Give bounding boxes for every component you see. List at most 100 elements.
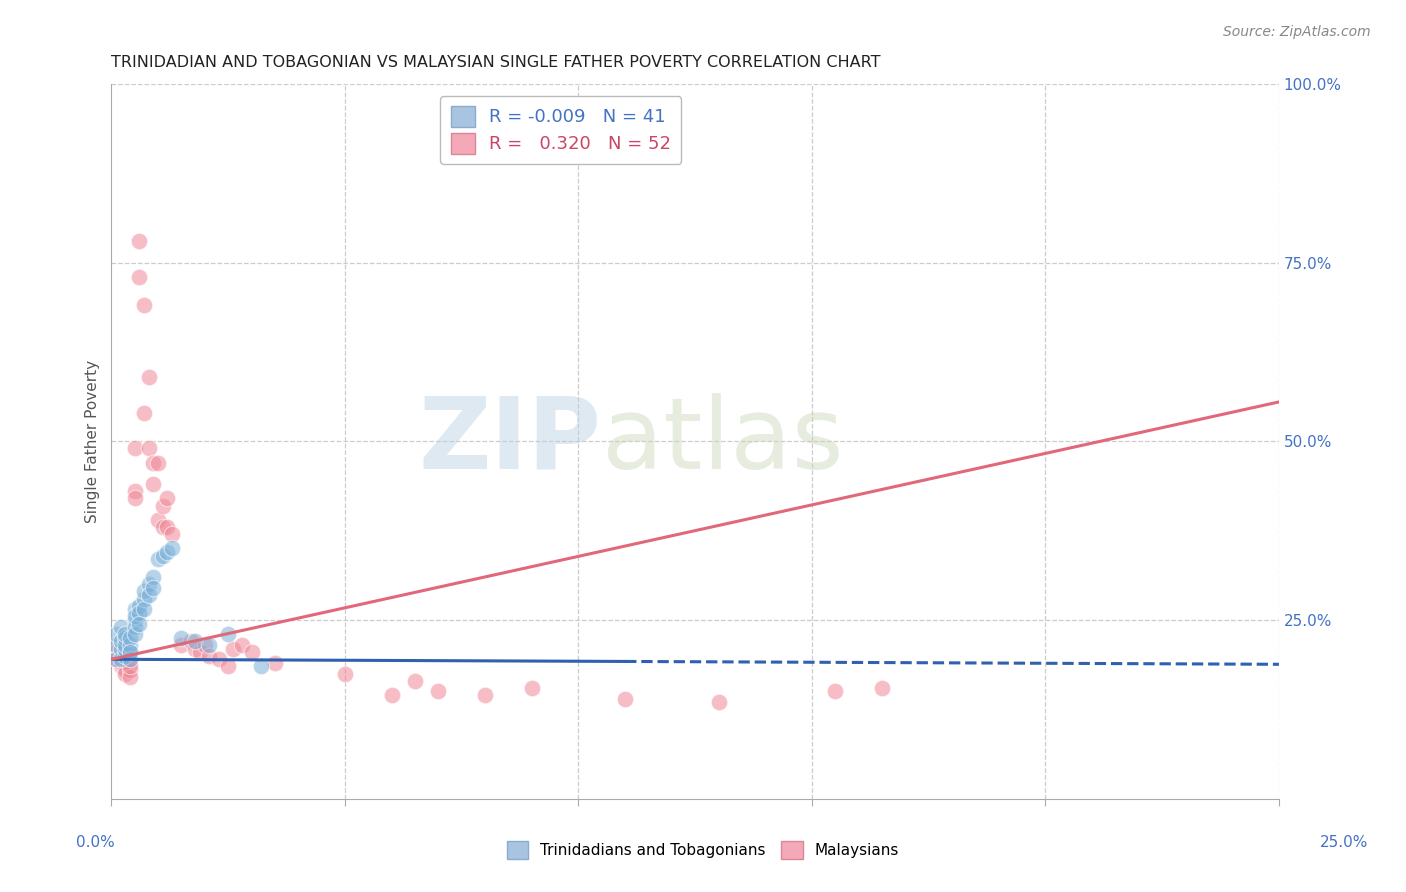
- Text: ZIP: ZIP: [419, 392, 602, 490]
- Point: [142, 456, 165, 470]
- Point: [132, 406, 155, 420]
- Point: [184, 641, 207, 656]
- Point: [156, 520, 179, 534]
- Point: [824, 684, 846, 698]
- Text: atlas: atlas: [602, 392, 844, 490]
- Point: [128, 599, 150, 613]
- Point: [120, 652, 142, 666]
- Point: [146, 513, 169, 527]
- Point: [124, 442, 146, 456]
- Point: [184, 634, 207, 648]
- Text: 0.0%: 0.0%: [76, 836, 115, 850]
- Point: [474, 688, 496, 702]
- Point: [110, 641, 132, 656]
- Point: [114, 641, 136, 656]
- Point: [146, 552, 169, 566]
- Point: [152, 549, 174, 563]
- Point: [180, 634, 202, 648]
- Point: [114, 638, 136, 652]
- Point: [120, 631, 142, 645]
- Point: [132, 584, 155, 599]
- Point: [160, 527, 183, 541]
- Point: [128, 606, 150, 620]
- Point: [152, 520, 174, 534]
- Point: [142, 477, 165, 491]
- Point: [132, 602, 155, 616]
- Point: [128, 234, 150, 248]
- Point: [120, 659, 142, 673]
- Point: [114, 666, 136, 681]
- Legend: Trinidadians and Tobagonians, Malaysians: Trinidadians and Tobagonians, Malaysians: [501, 835, 905, 864]
- Point: [160, 541, 183, 556]
- Point: [132, 591, 155, 606]
- Point: [138, 370, 160, 384]
- Point: [707, 695, 730, 709]
- Point: [114, 627, 136, 641]
- Point: [124, 627, 146, 641]
- Point: [105, 645, 128, 659]
- Point: [110, 634, 132, 648]
- Point: [194, 638, 217, 652]
- Point: [146, 456, 169, 470]
- Text: Source: ZipAtlas.com: Source: ZipAtlas.com: [1223, 25, 1371, 39]
- Point: [110, 656, 132, 670]
- Point: [124, 609, 146, 624]
- Text: TRINIDADIAN AND TOBAGONIAN VS MALAYSIAN SINGLE FATHER POVERTY CORRELATION CHART: TRINIDADIAN AND TOBAGONIAN VS MALAYSIAN …: [111, 55, 882, 70]
- Point: [170, 638, 193, 652]
- Point: [120, 663, 142, 677]
- Point: [132, 298, 155, 312]
- Point: [105, 652, 128, 666]
- Point: [381, 688, 404, 702]
- Point: [120, 645, 142, 659]
- Text: 25.0%: 25.0%: [1320, 836, 1368, 850]
- Point: [138, 442, 160, 456]
- Point: [156, 545, 179, 559]
- Point: [114, 652, 136, 666]
- Point: [128, 616, 150, 631]
- Point: [614, 691, 637, 706]
- Point: [870, 681, 893, 695]
- Point: [124, 491, 146, 506]
- Point: [110, 652, 132, 666]
- Point: [120, 652, 142, 666]
- Point: [156, 491, 179, 506]
- Point: [110, 648, 132, 663]
- Point: [120, 670, 142, 684]
- Point: [152, 499, 174, 513]
- Point: [124, 620, 146, 634]
- Point: [520, 681, 543, 695]
- Point: [217, 627, 239, 641]
- Point: [138, 577, 160, 591]
- Point: [142, 581, 165, 595]
- Point: [124, 613, 146, 627]
- Point: [170, 631, 193, 645]
- Point: [105, 627, 128, 641]
- Point: [231, 638, 253, 652]
- Point: [198, 638, 221, 652]
- Point: [114, 648, 136, 663]
- Point: [188, 645, 211, 659]
- Point: [110, 620, 132, 634]
- Point: [263, 656, 285, 670]
- Point: [427, 684, 450, 698]
- Point: [198, 648, 221, 663]
- Point: [250, 659, 273, 673]
- Point: [128, 269, 150, 284]
- Point: [120, 645, 142, 659]
- Point: [124, 602, 146, 616]
- Point: [105, 652, 128, 666]
- Point: [208, 652, 231, 666]
- Point: [114, 631, 136, 645]
- Point: [404, 673, 426, 688]
- Legend: R = -0.009   N = 41, R =   0.320   N = 52: R = -0.009 N = 41, R = 0.320 N = 52: [440, 96, 682, 164]
- Point: [110, 659, 132, 673]
- Point: [222, 641, 245, 656]
- Point: [114, 663, 136, 677]
- Point: [138, 588, 160, 602]
- Point: [240, 645, 263, 659]
- Point: [217, 659, 239, 673]
- Point: [142, 570, 165, 584]
- Point: [333, 666, 356, 681]
- Point: [105, 638, 128, 652]
- Point: [120, 638, 142, 652]
